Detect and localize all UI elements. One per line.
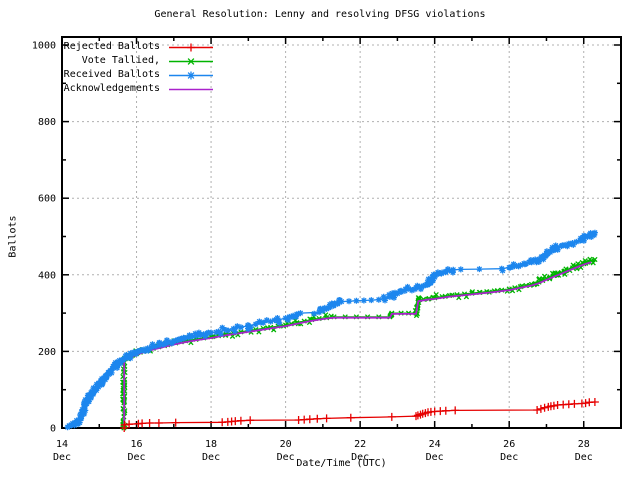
line-marker-icon (169, 88, 213, 90)
legend-label: Acknowledgements (63, 83, 160, 94)
svg-text:600: 600 (38, 194, 56, 205)
asterisk-marker-icon (169, 71, 213, 79)
svg-text:1000: 1000 (32, 41, 56, 52)
svg-text:Dec: Dec (575, 452, 593, 463)
svg-text:Dec: Dec (128, 452, 146, 463)
svg-text:26: 26 (503, 439, 515, 450)
svg-text:14: 14 (56, 439, 68, 450)
legend-item-vote-tallied: Vote Tallied, (62, 54, 215, 68)
svg-text:Dec: Dec (351, 452, 369, 463)
svg-text:0: 0 (50, 424, 56, 435)
legend: Rejected Ballots Vote Tallied, Received … (62, 40, 215, 96)
svg-text:Dec: Dec (202, 452, 220, 463)
svg-text:22: 22 (354, 439, 366, 450)
svg-text:Dec: Dec (426, 452, 444, 463)
x-marker-icon (169, 57, 213, 65)
svg-text:16: 16 (131, 439, 143, 450)
x-axis-label: Date/Time (UTC) (296, 458, 387, 469)
legend-item-received-ballots: Received Ballots (62, 68, 215, 82)
svg-text:Dec: Dec (277, 452, 295, 463)
chart-title: General Resolution: Lenny and resolving … (154, 9, 486, 20)
legend-label: Rejected Ballots (63, 41, 160, 52)
svg-text:24: 24 (429, 439, 441, 450)
svg-text:400: 400 (38, 270, 56, 281)
svg-text:28: 28 (578, 439, 590, 450)
svg-text:800: 800 (38, 117, 56, 128)
svg-text:20: 20 (280, 439, 292, 450)
svg-text:200: 200 (38, 347, 56, 358)
legend-item-acknowledgements: Acknowledgements (62, 82, 215, 96)
legend-label: Received Ballots (63, 69, 160, 80)
legend-item-rejected-ballots: Rejected Ballots (62, 40, 215, 54)
plus-marker-icon (169, 43, 213, 51)
svg-text:Dec: Dec (53, 452, 71, 463)
svg-text:Dec: Dec (500, 452, 518, 463)
legend-label: Vote Tallied, (81, 55, 160, 66)
svg-text:18: 18 (205, 439, 217, 450)
